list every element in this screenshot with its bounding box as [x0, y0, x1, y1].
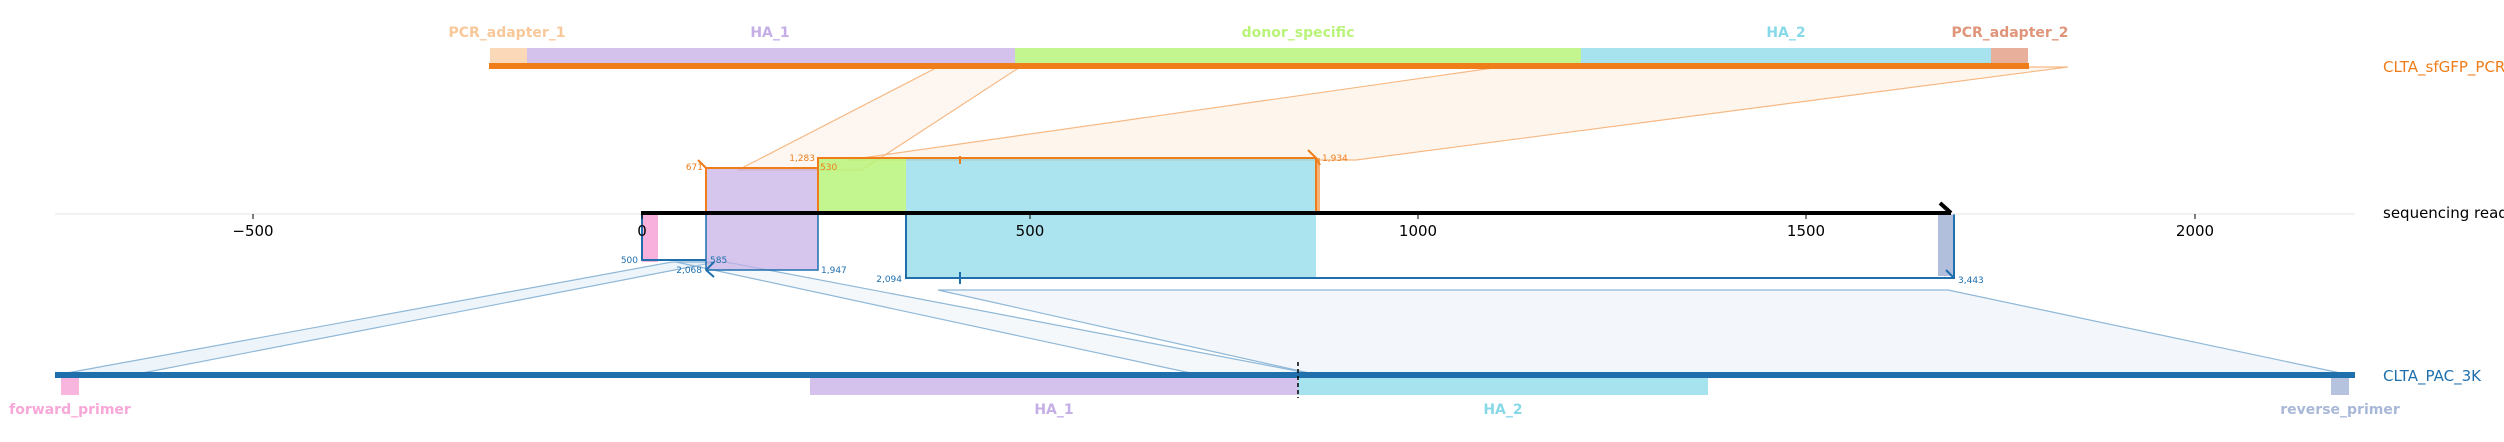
donor-reference: PCR_adapter_1 HA_1 donor_specific HA_2 P…: [448, 25, 2504, 77]
donor-label-donor-specific: donor_specific: [1242, 25, 1355, 41]
donor-feature-ha1: [527, 48, 1015, 66]
read-name: sequencing read: [2383, 204, 2504, 222]
donor-connectors: [737, 66, 2069, 171]
target-label-ha1: HA_1: [1034, 402, 1073, 418]
tick-label: 1000: [1399, 222, 1437, 240]
read-bottom-alignment-2: [705, 214, 819, 271]
donor-feature-pcr-adapter-1: [490, 48, 527, 66]
coord-bottom-2-end: 1,947: [821, 266, 847, 276]
coord-top-1-end: 530: [820, 163, 837, 173]
donor-label-ha2: HA_2: [1766, 25, 1805, 41]
tick-label: 1500: [1787, 222, 1825, 240]
read-top-end-bar: [1316, 158, 1320, 212]
read-axis: −500 0 500 1000 1500 2000 sequencing rea…: [55, 201, 2504, 240]
donor-connector-donor-specific: [847, 66, 2069, 161]
coord-bottom-1-start: 500: [621, 256, 638, 266]
donor-feature-donor-specific: [1015, 48, 1581, 66]
donor-name: CLTA_sfGFP_PCR: [2383, 58, 2504, 77]
read-block-donor-specific: [818, 158, 906, 212]
read-block-primer-start: [642, 214, 658, 262]
donor-label-ha1: HA_1: [750, 25, 789, 41]
donor-feature-ha2: [1581, 48, 1991, 66]
read-top-arrow-1: [697, 159, 707, 169]
target-label-ha2: HA_2: [1483, 402, 1522, 418]
donor-label-pcr-adapter-2: PCR_adapter_2: [1951, 25, 2068, 41]
target-label-reverse-primer: reverse_primer: [2280, 402, 2400, 418]
read-block-primer-end: [1938, 214, 1954, 276]
coord-top-2-start: 1,283: [789, 154, 815, 164]
target-label-forward-primer: forward_primer: [9, 402, 131, 418]
read-arrow-head: [1938, 201, 1953, 215]
read-bottom-alignment-1: [641, 214, 706, 261]
target-name: CLTA_PAC_3K: [2383, 367, 2482, 386]
tick-label: −500: [232, 222, 273, 240]
target-reference: forward_primer HA_1 HA_2 reverse_primer …: [9, 362, 2482, 418]
coord-bottom-3-start: 2,094: [876, 275, 902, 285]
read-alignments: 671 530 1,283 1,934 500 585 2,068 1,947 …: [621, 149, 1984, 286]
target-feature-ha1: [810, 378, 1298, 395]
donor-feature-pcr-adapter-2: [1991, 48, 2028, 66]
read-block-ha2: [906, 158, 1316, 278]
target-backbone-line: [55, 372, 2355, 378]
coord-bottom-2-start: 2,068: [676, 266, 702, 276]
coord-top-2-end: 1,934: [1322, 154, 1348, 164]
tick-label: 0: [637, 222, 647, 240]
target-connector-primer: [55, 261, 717, 376]
donor-label-pcr-adapter-1: PCR_adapter_1: [448, 25, 565, 41]
tick-label: 2000: [2176, 222, 2214, 240]
read-bottom-arrow-2: [1945, 269, 1955, 279]
read-bottom-alignment-3: [905, 214, 1955, 279]
tick-label: 500: [1016, 222, 1045, 240]
target-feature-reverse-primer: [2331, 378, 2349, 395]
target-feature-forward-primer: [61, 378, 79, 395]
read-bottom-arrow-1: [705, 261, 715, 278]
coord-top-1-start: 671: [686, 163, 703, 173]
coord-bottom-1-end: 585: [710, 256, 727, 266]
target-feature-ha2: [1298, 378, 1708, 395]
coord-bottom-3-end: 3,443: [1958, 276, 1984, 286]
read-block-ha1: [706, 168, 818, 270]
donor-backbone-line: [489, 63, 2029, 69]
target-connectors: [55, 261, 2351, 376]
